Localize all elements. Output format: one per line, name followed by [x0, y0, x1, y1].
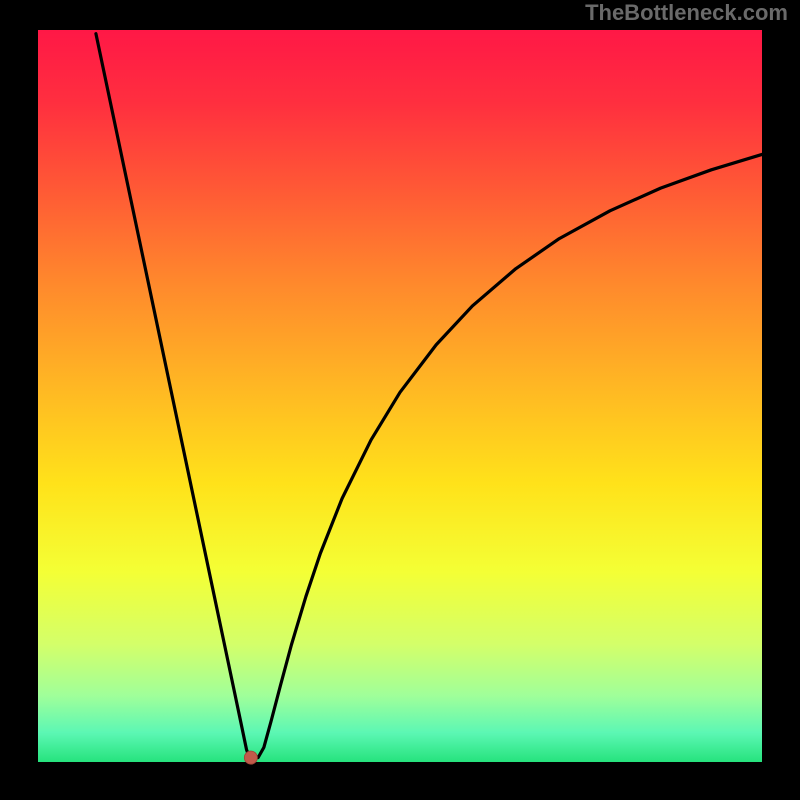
stage: TheBottleneck.com — [0, 0, 800, 800]
watermark-text: TheBottleneck.com — [585, 0, 788, 26]
chart-svg — [0, 0, 800, 800]
minimum-marker — [244, 751, 257, 764]
plot-background — [38, 30, 762, 762]
